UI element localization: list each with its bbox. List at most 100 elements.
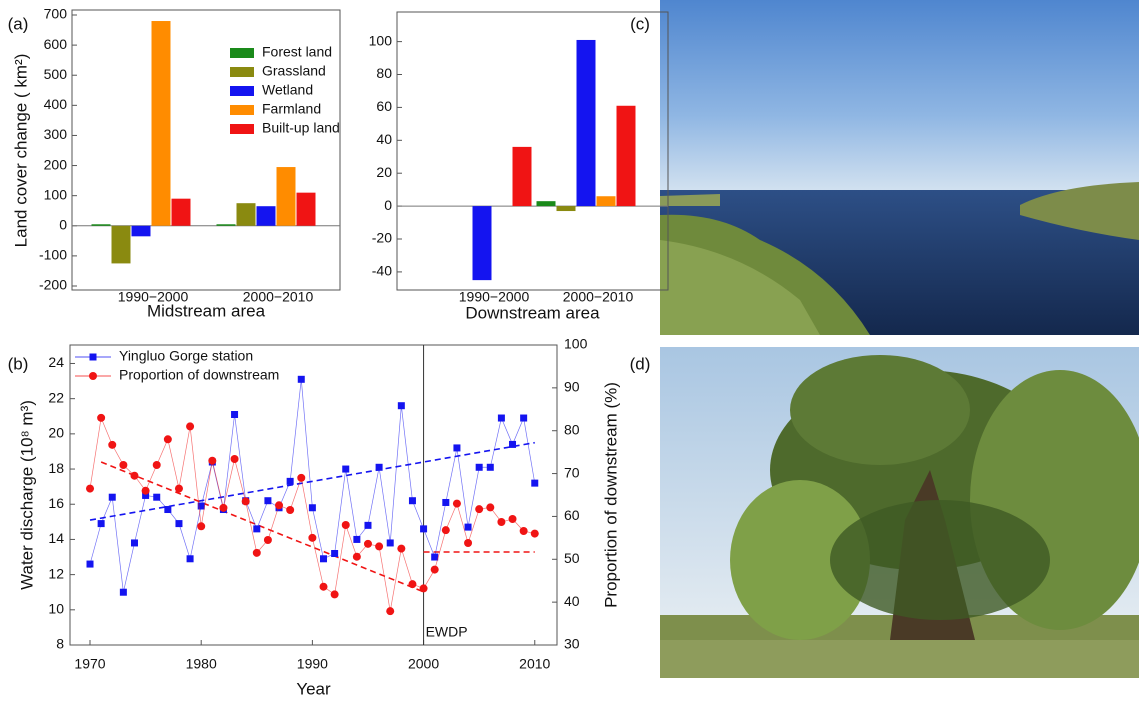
point (119, 461, 128, 469)
bar (536, 201, 556, 207)
y2-tick-label: 70 (564, 464, 580, 480)
y-tick-label: 24 (48, 354, 64, 370)
point (364, 521, 372, 529)
point (264, 497, 272, 505)
x-axis-label: Year (296, 679, 331, 698)
x-tick-label: 2010 (519, 656, 550, 672)
point (486, 503, 495, 512)
point (297, 375, 305, 383)
y-tick-label: 8 (56, 636, 64, 652)
trend-line (100, 461, 424, 593)
point (519, 527, 528, 535)
point (430, 565, 439, 574)
legend-swatch (230, 86, 254, 96)
bar (276, 167, 296, 226)
point (431, 553, 439, 561)
point (286, 477, 294, 485)
bar (576, 39, 596, 207)
legend-marker (89, 372, 97, 380)
y-tick-label: 300 (44, 126, 68, 142)
point (119, 588, 127, 596)
x-tick-label: 2000−2010 (243, 289, 314, 305)
point (130, 539, 138, 547)
point (86, 484, 95, 493)
point (397, 544, 406, 553)
x-tick-label: 1970 (74, 656, 105, 672)
point (175, 520, 183, 528)
point (108, 493, 116, 501)
photo-poplar-tree (660, 347, 1139, 678)
plot-frame (396, 11, 669, 291)
legend-label: Yingluo Gorge station (119, 348, 253, 364)
panel-label: (c) (630, 14, 650, 33)
point (142, 491, 150, 499)
x-tick-label: 2000−2010 (563, 289, 634, 305)
photo-lake (660, 0, 1139, 335)
y-axis-label: Land cover change ( km²) (11, 54, 30, 248)
bar (151, 21, 171, 226)
bar (556, 206, 576, 212)
point (308, 533, 317, 542)
y-tick-label: 700 (44, 6, 68, 22)
point (452, 499, 461, 508)
point (130, 471, 139, 480)
point (419, 584, 428, 593)
point (253, 525, 261, 533)
x-axis-label: Midstream area (147, 301, 266, 320)
point (86, 560, 94, 568)
point (363, 539, 372, 548)
y2-tick-label: 100 (564, 336, 588, 352)
point (342, 465, 350, 473)
point (464, 539, 473, 547)
y-axis-label: Water discharge (10⁸ m³) (17, 400, 36, 590)
annotation: EWDP (426, 624, 468, 640)
y-tick-label: -20 (372, 230, 392, 246)
y2-tick-label: 90 (564, 379, 580, 395)
bar (216, 224, 236, 226)
y-tick-label: 12 (48, 565, 64, 581)
point (230, 455, 239, 463)
series-line (89, 379, 536, 593)
y-tick-label: 100 (369, 32, 393, 48)
point (520, 414, 528, 422)
point (141, 486, 150, 495)
point (531, 479, 539, 487)
y2-tick-label: 60 (564, 507, 580, 523)
y-tick-label: 18 (48, 460, 64, 476)
point (174, 484, 183, 493)
point (341, 521, 350, 529)
point (152, 461, 161, 469)
point (442, 498, 450, 506)
y-tick-label: 16 (48, 495, 64, 511)
point (319, 582, 328, 591)
bar (512, 146, 532, 207)
point (509, 440, 517, 448)
y-tick-label: 60 (376, 98, 392, 114)
legend-swatch (230, 105, 254, 115)
bar (131, 225, 151, 237)
bar (236, 203, 256, 226)
point (530, 529, 539, 538)
point (153, 493, 161, 501)
bar (596, 196, 616, 207)
point (97, 520, 105, 528)
series-line (89, 416, 535, 612)
y2-tick-label: 50 (564, 550, 580, 566)
point (263, 536, 272, 544)
y-tick-label: 22 (48, 389, 64, 405)
y2-tick-label: 30 (564, 636, 580, 652)
y-tick-label: 10 (48, 601, 64, 617)
point (352, 552, 361, 561)
point (464, 523, 472, 531)
point (386, 607, 395, 616)
bar (111, 225, 131, 264)
y-tick-label: -40 (372, 263, 392, 279)
y-tick-label: 100 (44, 186, 68, 202)
y-tick-label: 0 (59, 216, 67, 232)
legend-label: Built-up land (262, 120, 340, 136)
y-tick-label: 0 (384, 197, 392, 213)
x-tick-label: 1980 (186, 656, 217, 672)
point (420, 525, 428, 533)
point (486, 463, 494, 471)
